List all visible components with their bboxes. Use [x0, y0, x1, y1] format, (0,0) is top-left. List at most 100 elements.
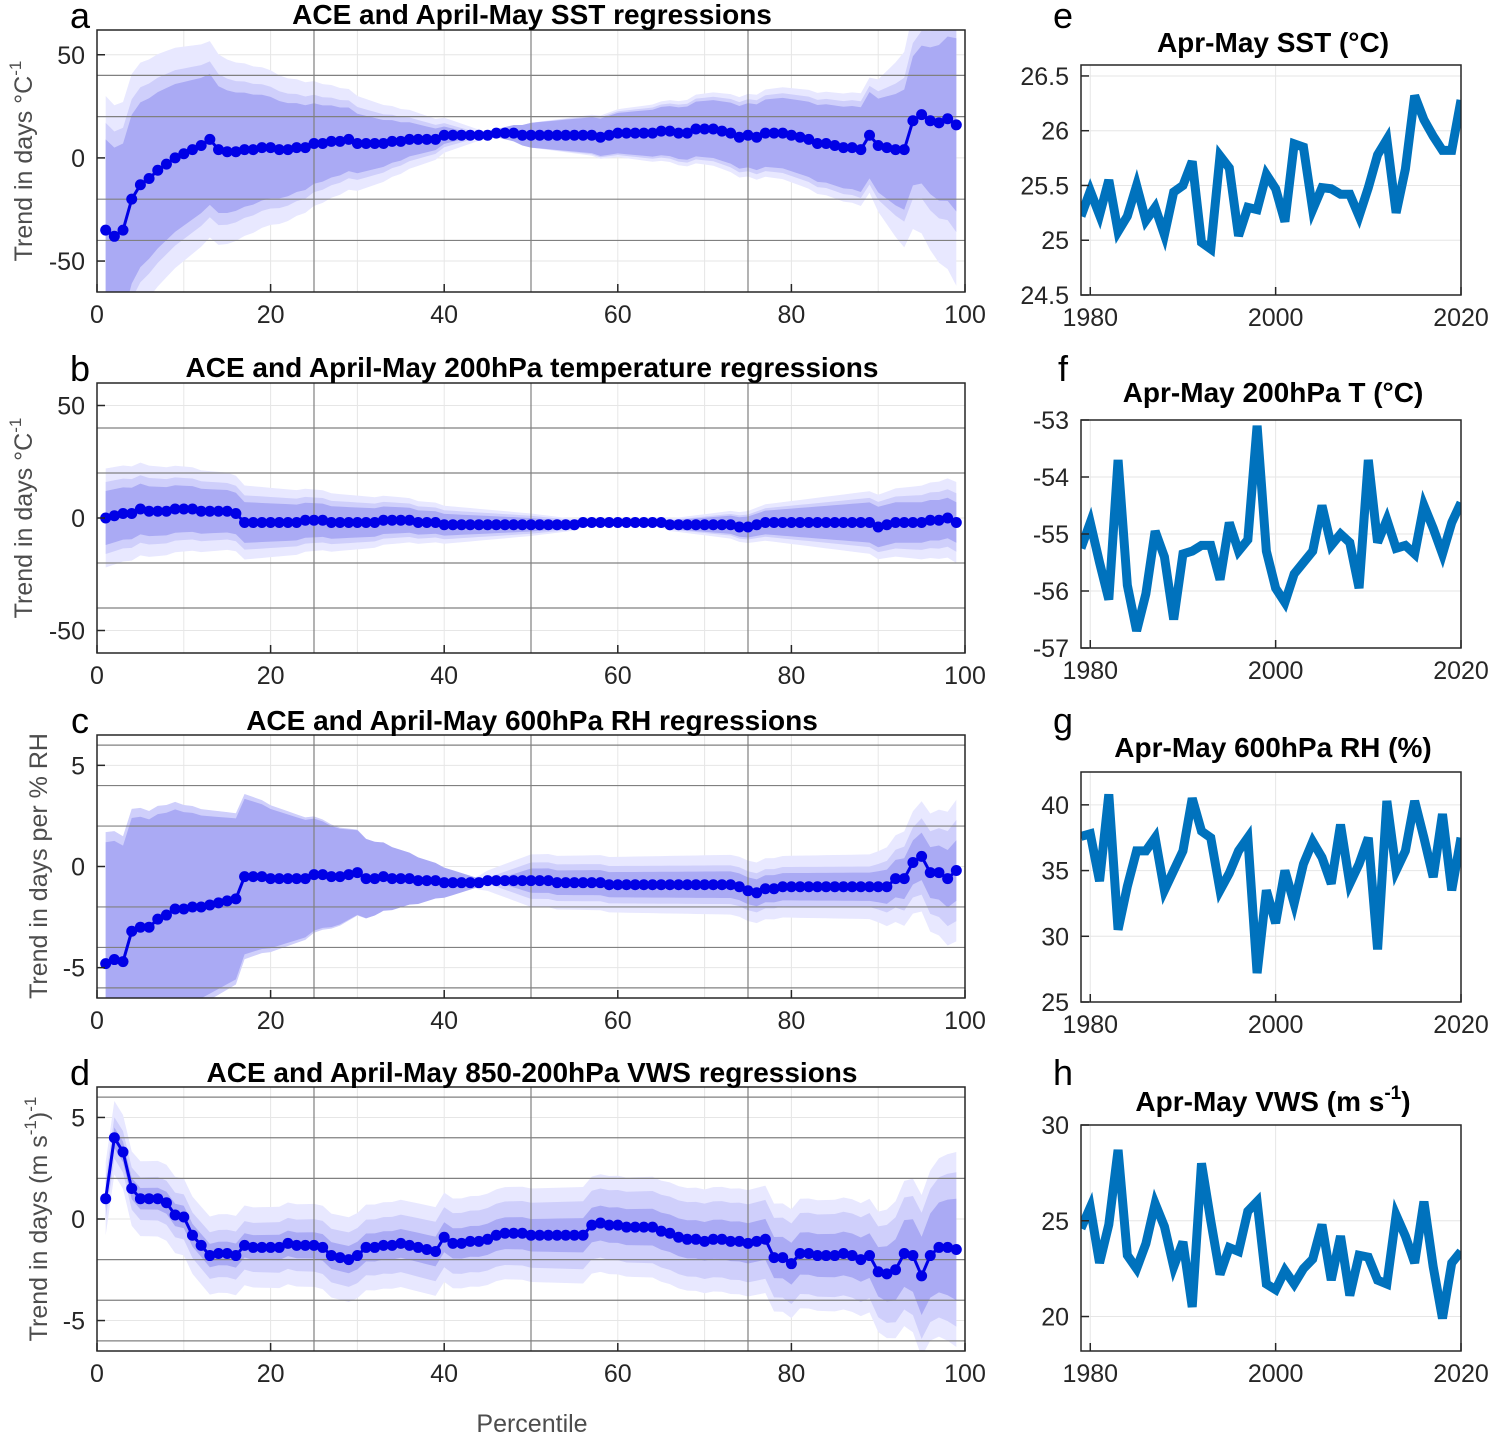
data-point [725, 1235, 737, 1247]
data-point [186, 144, 198, 156]
data-point [603, 517, 615, 528]
data-point [221, 895, 233, 907]
y-tick-label: 24.5 [1020, 282, 1069, 310]
x-tick-label: 20 [257, 662, 285, 690]
data-point [195, 140, 207, 152]
panel-title: Apr-May 600hPa RH (%) [1114, 732, 1431, 763]
x-tick-label: 2020 [1433, 1011, 1489, 1039]
x-tick-label: 40 [430, 1007, 458, 1035]
data-point [317, 514, 329, 526]
data-point [178, 1211, 190, 1223]
data-point [265, 517, 277, 528]
x-axis-label: Percentile [476, 1410, 587, 1437]
y-tick-label: 25 [1041, 989, 1069, 1017]
data-point [846, 517, 858, 528]
panel-title-text: ACE and April-May 200hPa temperature reg… [186, 352, 879, 383]
data-point [612, 879, 624, 891]
y-axis-label-superscript: -1 [21, 1120, 40, 1135]
data-point [855, 881, 867, 893]
axes-box [96, 29, 966, 293]
data-point [577, 877, 589, 889]
data-point [482, 875, 494, 887]
data-point [811, 517, 823, 528]
data-point [299, 142, 311, 154]
data-point [213, 505, 225, 517]
data-point [542, 1229, 554, 1241]
data-point [933, 514, 945, 526]
x-tick-label: 100 [944, 301, 986, 329]
data-point [820, 137, 832, 149]
data-point [933, 117, 945, 129]
data-point [629, 517, 641, 528]
x-tick-label: 2000 [1248, 657, 1304, 685]
data-point [603, 1219, 615, 1231]
data-point [568, 877, 580, 889]
data-point [534, 1229, 546, 1241]
data-point [282, 873, 294, 885]
data-point [299, 1239, 311, 1251]
data-point [213, 1248, 225, 1260]
data-point [265, 873, 277, 885]
data-point [803, 1248, 815, 1260]
data-point [204, 1250, 216, 1262]
data-point [560, 129, 572, 141]
data-point [933, 867, 945, 879]
data-point [751, 1235, 763, 1247]
data-point [239, 517, 251, 528]
data-point [421, 133, 433, 145]
data-point [664, 879, 676, 891]
data-point [733, 1235, 745, 1247]
data-point [707, 519, 719, 531]
data-point [464, 1235, 476, 1247]
data-point [508, 127, 520, 139]
data-point [308, 869, 320, 881]
data-point [586, 129, 598, 141]
y-axis-label: Trend in days °C-1 [6, 418, 38, 619]
data-point [239, 871, 251, 883]
data-point [438, 1231, 450, 1243]
data-point [872, 881, 884, 893]
data-point [647, 517, 659, 528]
data-point [525, 129, 537, 141]
panel-title: ACE and April-May 850-200hPa VWS regress… [207, 1057, 858, 1088]
data-point [108, 510, 120, 522]
panel-title: Apr-May 200hPa T (°C) [1123, 377, 1424, 408]
reference-lines [97, 1087, 965, 1351]
data-point [325, 1250, 337, 1262]
data-point [325, 871, 337, 883]
data-point [152, 505, 164, 517]
data-point [560, 877, 572, 889]
data-point [334, 871, 346, 883]
data-point [213, 144, 225, 156]
panel-title-text: ACE and April-May SST regressions [292, 0, 772, 30]
data-point [733, 131, 745, 143]
data-point [942, 113, 954, 125]
data-point [343, 133, 355, 145]
data-point [942, 1241, 954, 1253]
data-point [785, 129, 797, 141]
y-tick-label: -50 [49, 248, 85, 276]
data-point [751, 131, 763, 143]
data-point [655, 517, 667, 528]
data-point [638, 879, 650, 891]
data-point [221, 146, 233, 158]
y-axis-label: Trend in days per % RH [25, 733, 53, 999]
x-tick-label: 1980 [1062, 657, 1118, 685]
data-point [603, 879, 615, 891]
data-point [421, 875, 433, 887]
data-point [794, 881, 806, 893]
x-tick-label: 0 [90, 662, 104, 690]
x-tick-label: 2000 [1248, 1011, 1304, 1039]
data-point [204, 899, 216, 911]
panel-letter: d [70, 1052, 90, 1093]
data-point [785, 881, 797, 893]
confidence-band-3 [105, 798, 957, 998]
data-point [577, 517, 589, 528]
data-point [516, 875, 528, 887]
data-point [777, 1252, 789, 1264]
data-point [916, 517, 928, 528]
x-tick-label: 80 [777, 662, 805, 690]
data-point [881, 519, 893, 531]
y-tick-label: 40 [1041, 792, 1069, 820]
y-axis-label-superscript: -1 [6, 418, 25, 433]
